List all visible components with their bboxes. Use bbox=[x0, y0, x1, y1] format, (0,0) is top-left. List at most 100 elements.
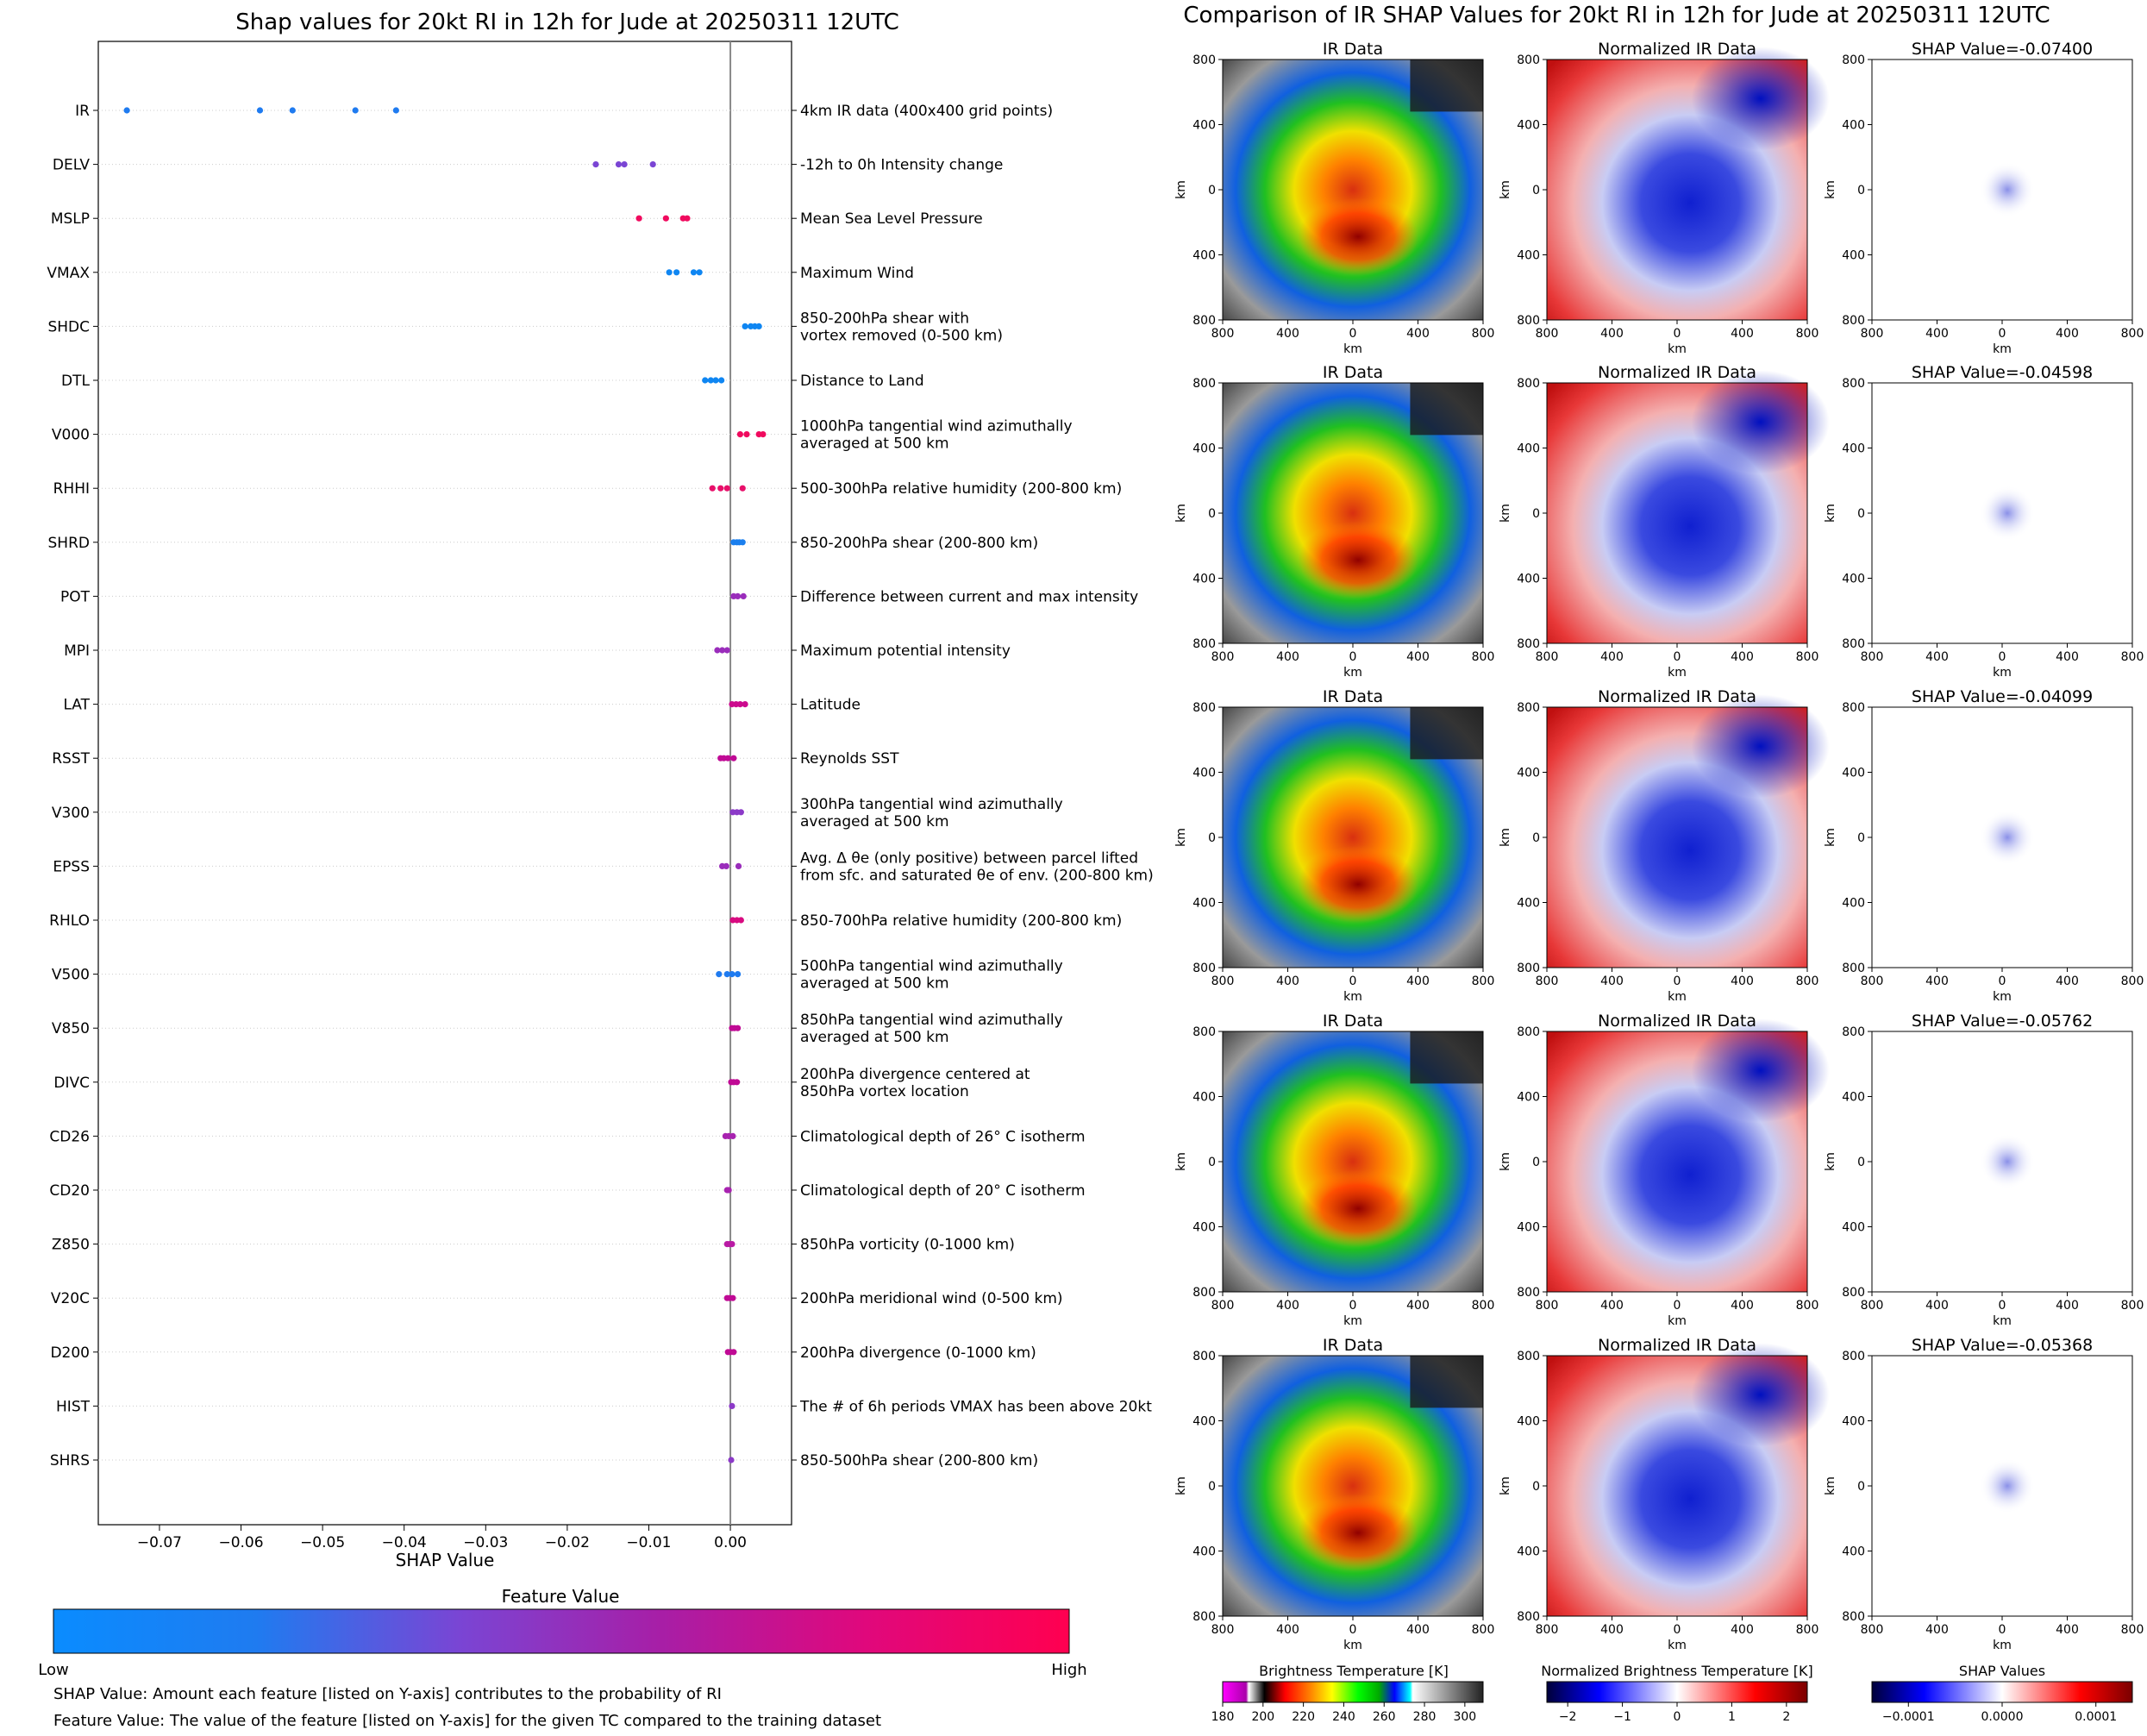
shap-center-region bbox=[1980, 162, 2036, 217]
feature-name-label: VMAX bbox=[47, 265, 90, 282]
x-tick-label: −0.07 bbox=[137, 1534, 182, 1551]
panel-y-tick-label: 800 bbox=[1517, 701, 1540, 715]
panel-x-tick-label: 400 bbox=[1731, 975, 1754, 988]
panel-y-tick-label: 400 bbox=[1192, 573, 1216, 586]
feature-name-label: POT bbox=[60, 588, 91, 605]
shap-point bbox=[760, 431, 767, 438]
feature-name-label: RSST bbox=[52, 750, 90, 768]
ir-cold-region bbox=[1298, 197, 1419, 276]
colorbar-tick-label: −2 bbox=[1559, 1710, 1577, 1724]
feature-name-label: Z850 bbox=[52, 1237, 90, 1254]
feature-colorbar-title: Feature Value bbox=[502, 1586, 620, 1607]
feature-description: from sfc. and saturated θe of env. (200-… bbox=[800, 867, 1154, 884]
panel-row: IR Data80080040040000400400800800kmkmNor… bbox=[1174, 687, 2144, 1004]
feature-name-label: V850 bbox=[52, 1020, 90, 1037]
panel-x-tick-label: 0 bbox=[1999, 650, 2006, 664]
colorbar-tick-label: 220 bbox=[1292, 1710, 1315, 1724]
panel-y-tick-label: 400 bbox=[1192, 1545, 1216, 1559]
x-tick-label: −0.01 bbox=[626, 1534, 671, 1551]
shap-point bbox=[712, 377, 719, 384]
feature-description: Latitude bbox=[800, 697, 861, 714]
panel-x-tick-label: 800 bbox=[1536, 975, 1559, 988]
panel-y-tick-label: 0 bbox=[1208, 1156, 1216, 1169]
shap-point bbox=[615, 161, 623, 168]
panel-y-tick-label: 800 bbox=[1517, 1610, 1540, 1624]
panel-x-tick-label: 800 bbox=[2121, 1299, 2144, 1313]
panel-y-tick-label: 800 bbox=[1192, 53, 1216, 67]
shap-point bbox=[684, 215, 691, 222]
colorbar-tick-label: 2 bbox=[1782, 1710, 1790, 1724]
panel-y-tick-label: 400 bbox=[1517, 1415, 1540, 1429]
panel-y-tick-label: 400 bbox=[1842, 442, 1865, 456]
shap-point bbox=[739, 485, 746, 492]
shap-point bbox=[755, 323, 762, 329]
panel-y-tick-label: 800 bbox=[1517, 1286, 1540, 1300]
colorbar-tick-label: 300 bbox=[1453, 1710, 1476, 1724]
feature-description: averaged at 500 km bbox=[800, 436, 949, 453]
panel-title-shap: SHAP Value=-0.05762 bbox=[1912, 1012, 2093, 1031]
shap-point bbox=[729, 1294, 736, 1301]
shap-point bbox=[662, 215, 669, 222]
panel-x-tick-label: 400 bbox=[1406, 1623, 1430, 1637]
panel-x-tick-label: 800 bbox=[2121, 975, 2144, 988]
panel-y-tick-label: 400 bbox=[1517, 249, 1540, 263]
panel-title-shap: SHAP Value=-0.04598 bbox=[1912, 363, 2093, 382]
panel-title-ir: IR Data bbox=[1323, 687, 1383, 706]
panel-x-tick-label: 400 bbox=[1600, 975, 1624, 988]
shap-point bbox=[730, 1349, 737, 1356]
panel-y-label: km bbox=[1174, 1152, 1188, 1171]
shap-point bbox=[635, 215, 642, 222]
panel-y-tick-label: 400 bbox=[1517, 442, 1540, 456]
panel-x-label: km bbox=[1343, 990, 1362, 1004]
shap-point bbox=[729, 1402, 735, 1409]
feature-description: 850-500hPa shear (200-800 km) bbox=[800, 1452, 1038, 1470]
panel-y-label: km bbox=[1499, 504, 1512, 523]
panel-x-tick-label: 800 bbox=[1472, 975, 1495, 988]
shap-point bbox=[289, 107, 296, 114]
panel-y-tick-label: 400 bbox=[1192, 249, 1216, 263]
shap-point bbox=[736, 701, 744, 708]
panel-x-tick-label: 800 bbox=[1861, 327, 1884, 341]
panel-x-label: km bbox=[1343, 342, 1362, 356]
panel-x-tick-label: 400 bbox=[1925, 975, 1949, 988]
panel-y-label: km bbox=[1499, 180, 1512, 199]
panel-y-tick-label: 800 bbox=[1517, 314, 1540, 328]
panel-x-label: km bbox=[1343, 1639, 1362, 1652]
panel-row: IR Data80080040040000400400800800kmkmNor… bbox=[1174, 363, 2144, 680]
shap-point bbox=[649, 161, 656, 168]
shap-point bbox=[737, 809, 744, 816]
shap-center-region bbox=[1980, 1458, 2036, 1514]
panel-x-tick-label: 400 bbox=[1276, 1299, 1299, 1313]
feature-description: 200hPa meridional wind (0-500 km) bbox=[800, 1290, 1063, 1307]
panel-y-label: km bbox=[1824, 180, 1837, 199]
feature-name-label: IR bbox=[75, 103, 90, 120]
feature-description: 850-200hPa shear (200-800 km) bbox=[800, 535, 1038, 552]
feature-name-label: V500 bbox=[52, 967, 90, 984]
feature-description: 200hPa divergence centered at bbox=[800, 1066, 1030, 1083]
panel-y-tick-label: 400 bbox=[1842, 1091, 1865, 1105]
panel-x-tick-label: 0 bbox=[1999, 975, 2006, 988]
panel-y-tick-label: 800 bbox=[1842, 377, 1865, 391]
panel-x-tick-label: 400 bbox=[1925, 327, 1949, 341]
shap-center-region bbox=[1980, 486, 2036, 541]
shap-point bbox=[737, 917, 744, 924]
panel-x-tick-label: 800 bbox=[1861, 650, 1884, 664]
panel-title-shap: SHAP Value=-0.07400 bbox=[1912, 40, 2093, 59]
panel-x-tick-label: 0 bbox=[1349, 1299, 1357, 1313]
panel-x-tick-label: 400 bbox=[1925, 650, 1949, 664]
panel-y-tick-label: 800 bbox=[1192, 637, 1216, 651]
panel-x-tick-label: 800 bbox=[1536, 1299, 1559, 1313]
panel-x-tick-label: 400 bbox=[1406, 975, 1430, 988]
colorbar-low-label: Low bbox=[38, 1661, 68, 1679]
panel-y-tick-label: 400 bbox=[1192, 1091, 1216, 1105]
panel-row: IR Data80080040040000400400800800kmkmNor… bbox=[1174, 1012, 2144, 1328]
feature-description: Climatological depth of 20° C isotherm bbox=[800, 1182, 1086, 1200]
panel-x-tick-label: 400 bbox=[2056, 650, 2079, 664]
panel-y-label: km bbox=[1174, 1476, 1188, 1495]
panel-y-tick-label: 0 bbox=[1532, 507, 1540, 521]
panel-x-tick-label: 800 bbox=[1472, 1623, 1495, 1637]
x-tick-label: −0.06 bbox=[218, 1534, 263, 1551]
panel-y-tick-label: 800 bbox=[1192, 1025, 1216, 1039]
shap-point bbox=[734, 1079, 741, 1086]
panel-y-tick-label: 400 bbox=[1517, 767, 1540, 780]
